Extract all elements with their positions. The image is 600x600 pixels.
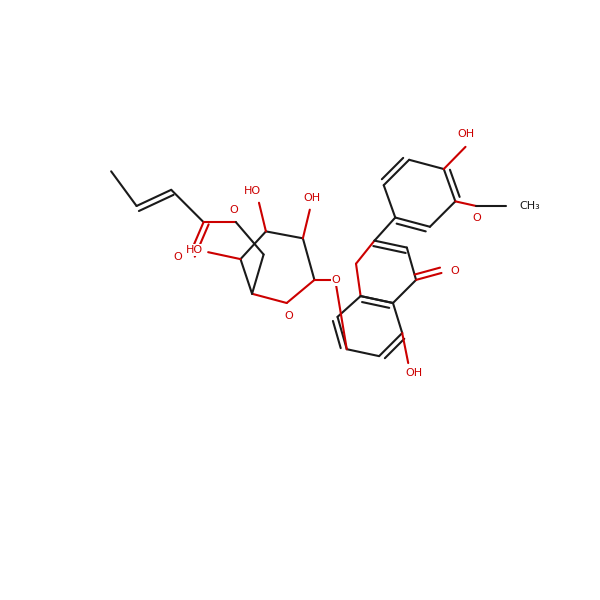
Text: CH₃: CH₃ — [519, 201, 540, 211]
Text: OH: OH — [458, 129, 475, 139]
Text: HO: HO — [186, 245, 203, 255]
Text: O: O — [332, 275, 341, 285]
Text: O: O — [284, 311, 293, 321]
Text: O: O — [174, 252, 182, 262]
Text: O: O — [450, 266, 459, 275]
Text: OH: OH — [405, 368, 422, 378]
Text: O: O — [229, 205, 238, 215]
Text: OH: OH — [304, 193, 320, 203]
Text: HO: HO — [244, 186, 260, 196]
Text: O: O — [473, 212, 481, 223]
